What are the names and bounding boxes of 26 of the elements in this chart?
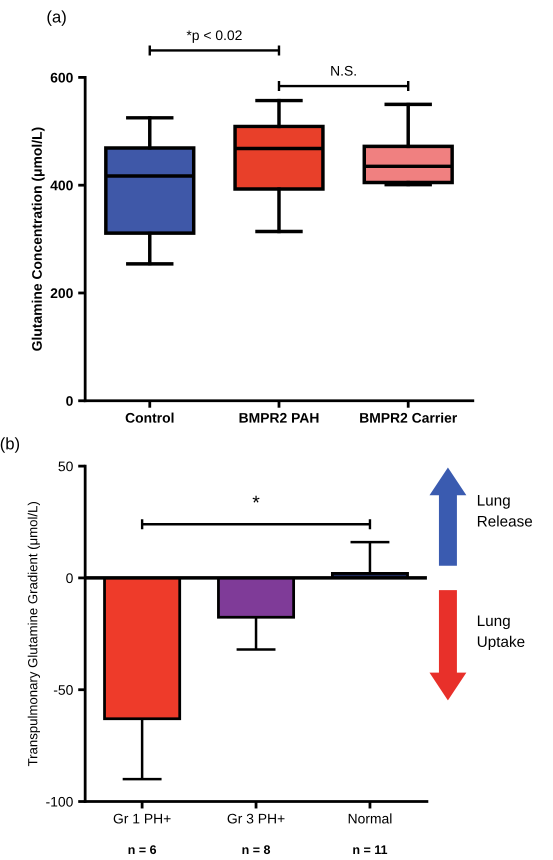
text: n = 6 bbox=[128, 845, 156, 854]
text: N.S. bbox=[331, 66, 356, 76]
text: n = 8 bbox=[242, 845, 270, 854]
y-tick-label: 200 bbox=[50, 288, 73, 298]
y-tick-label: 400 bbox=[50, 180, 73, 190]
text: Lung Uptake bbox=[478, 615, 524, 650]
y-tick-label: 0 bbox=[66, 396, 73, 406]
y-tick-label: -100 bbox=[46, 796, 73, 807]
text: n = 11 bbox=[353, 845, 388, 854]
x-tick-label: Gr 1 PH+ bbox=[114, 814, 171, 824]
y-axis-title: Glutamine Concentration (μmol/L) bbox=[32, 127, 45, 351]
x-tick-label: BMPR2 PAH bbox=[240, 412, 318, 423]
y-tick-label: 50 bbox=[58, 461, 73, 472]
text: *p < 0.02 bbox=[186, 30, 242, 43]
x-tick-label: Control bbox=[126, 412, 174, 423]
x-tick-label: Gr 3 PH+ bbox=[228, 814, 284, 824]
x-tick-label: Normal bbox=[348, 813, 392, 824]
x-tick-label: BMPR2 Carrier bbox=[360, 412, 458, 423]
y-axis-title: Transpulmonary Glutamine Gradient (μmol/L) bbox=[28, 502, 40, 766]
y-tick-label: -50 bbox=[54, 685, 73, 695]
chart-title: (a) bbox=[47, 10, 66, 26]
y-tick-label: 0 bbox=[66, 573, 73, 584]
y-tick-label: 600 bbox=[50, 72, 73, 83]
annotation: * bbox=[252, 496, 260, 503]
text: Lung Release bbox=[478, 495, 532, 527]
chart-title: (b) bbox=[0, 437, 20, 453]
